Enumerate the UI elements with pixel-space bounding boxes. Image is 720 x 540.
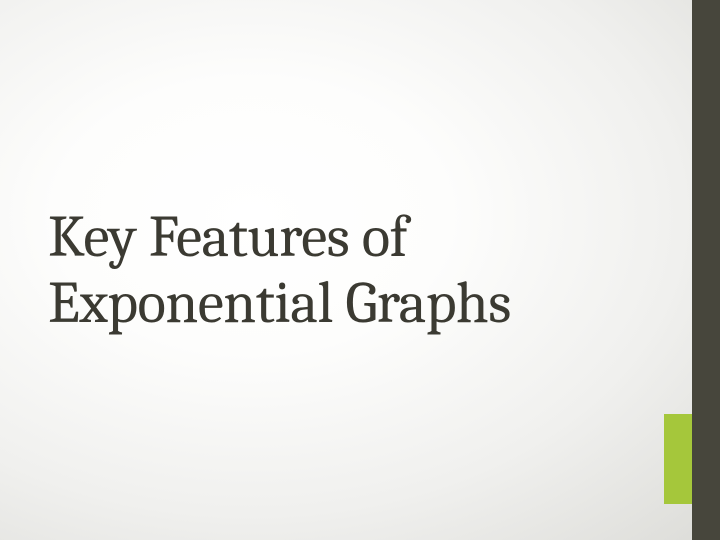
slide-container: Key Features of Exponential Graphs xyxy=(0,0,720,540)
accent-bar-dark xyxy=(692,0,720,540)
accent-bar-green xyxy=(664,414,692,504)
slide-title: Key Features of Exponential Graphs xyxy=(48,204,638,336)
